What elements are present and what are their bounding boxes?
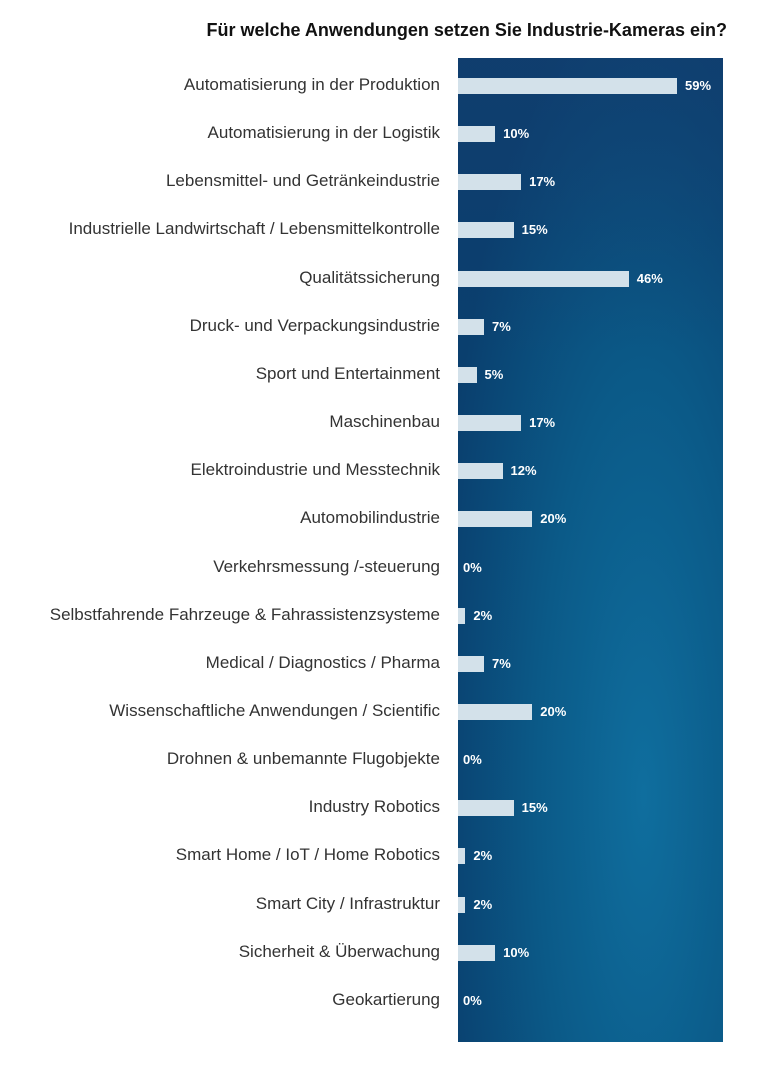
bar (458, 607, 466, 624)
category-label: Sport und Entertainment (255, 363, 440, 383)
bar (458, 944, 496, 961)
value-label: 2% (473, 848, 493, 864)
bar (458, 511, 533, 528)
value-label: 0% (463, 752, 482, 768)
category-label: Industry Robotics (308, 797, 440, 817)
value-label: 17% (529, 415, 556, 431)
category-label: Lebensmittel- und Getränkeindustrie (165, 171, 440, 191)
bar (458, 222, 514, 239)
category-label: Verkehrsmessung /-steuerung (213, 556, 440, 576)
value-label: 2% (473, 607, 493, 623)
bar (458, 270, 629, 287)
category-label: Geokartierung (332, 989, 440, 1009)
category-label: Wissenschaftliche Anwendungen / Scientif… (109, 700, 440, 720)
bar (458, 318, 484, 335)
chart-title: Für welche Anwendungen setzen Sie Indust… (206, 20, 727, 40)
value-label: 7% (491, 655, 511, 671)
category-label: Sicherheit & Überwachung (238, 941, 440, 961)
value-label: 20% (540, 703, 567, 719)
value-label: 0% (463, 992, 482, 1008)
bar (458, 703, 533, 720)
bar (458, 800, 514, 817)
value-label: 12% (510, 463, 537, 479)
value-label: 10% (503, 126, 530, 142)
bar (458, 174, 522, 191)
category-label: Automobilindustrie (300, 508, 440, 528)
category-label: Drohnen & unbemannte Flugobjekte (166, 749, 440, 769)
category-label: Selbstfahrende Fahrzeuge & Fahrassistenz… (49, 604, 440, 624)
bar (458, 848, 466, 865)
value-label: 46% (636, 270, 663, 286)
value-label: 7% (491, 318, 511, 334)
value-label: 17% (529, 174, 556, 190)
category-label: Smart City / Infrastruktur (255, 893, 440, 913)
category-label: Industrielle Landwirtschaft / Lebensmitt… (68, 219, 440, 239)
value-label: 15% (521, 222, 548, 238)
category-label: Smart Home / IoT / Home Robotics (175, 845, 440, 865)
bar (458, 655, 484, 672)
category-label: Druck- und Verpackungsindustrie (189, 315, 440, 335)
category-label: Automatisierung in der Logistik (207, 123, 440, 143)
value-label: 2% (473, 896, 493, 912)
bar (458, 366, 477, 383)
category-label: Maschinenbau (329, 412, 440, 432)
value-label: 20% (540, 511, 567, 527)
bar (458, 463, 503, 480)
value-label: 10% (503, 944, 530, 960)
value-label: 59% (685, 78, 712, 93)
chart-background-panel (458, 58, 723, 1042)
value-label: 0% (463, 559, 482, 575)
category-label: Qualitätssicherung (299, 267, 440, 287)
category-label: Medical / Diagnostics / Pharma (205, 652, 440, 672)
category-label: Automatisierung in der Produktion (183, 75, 440, 94)
value-label: 15% (521, 800, 548, 816)
value-label: 5% (484, 366, 504, 382)
bar (458, 126, 496, 143)
bar (458, 415, 522, 432)
category-label: Elektroindustrie und Messtechnik (190, 460, 440, 480)
bar (458, 78, 677, 94)
bar (458, 896, 466, 913)
